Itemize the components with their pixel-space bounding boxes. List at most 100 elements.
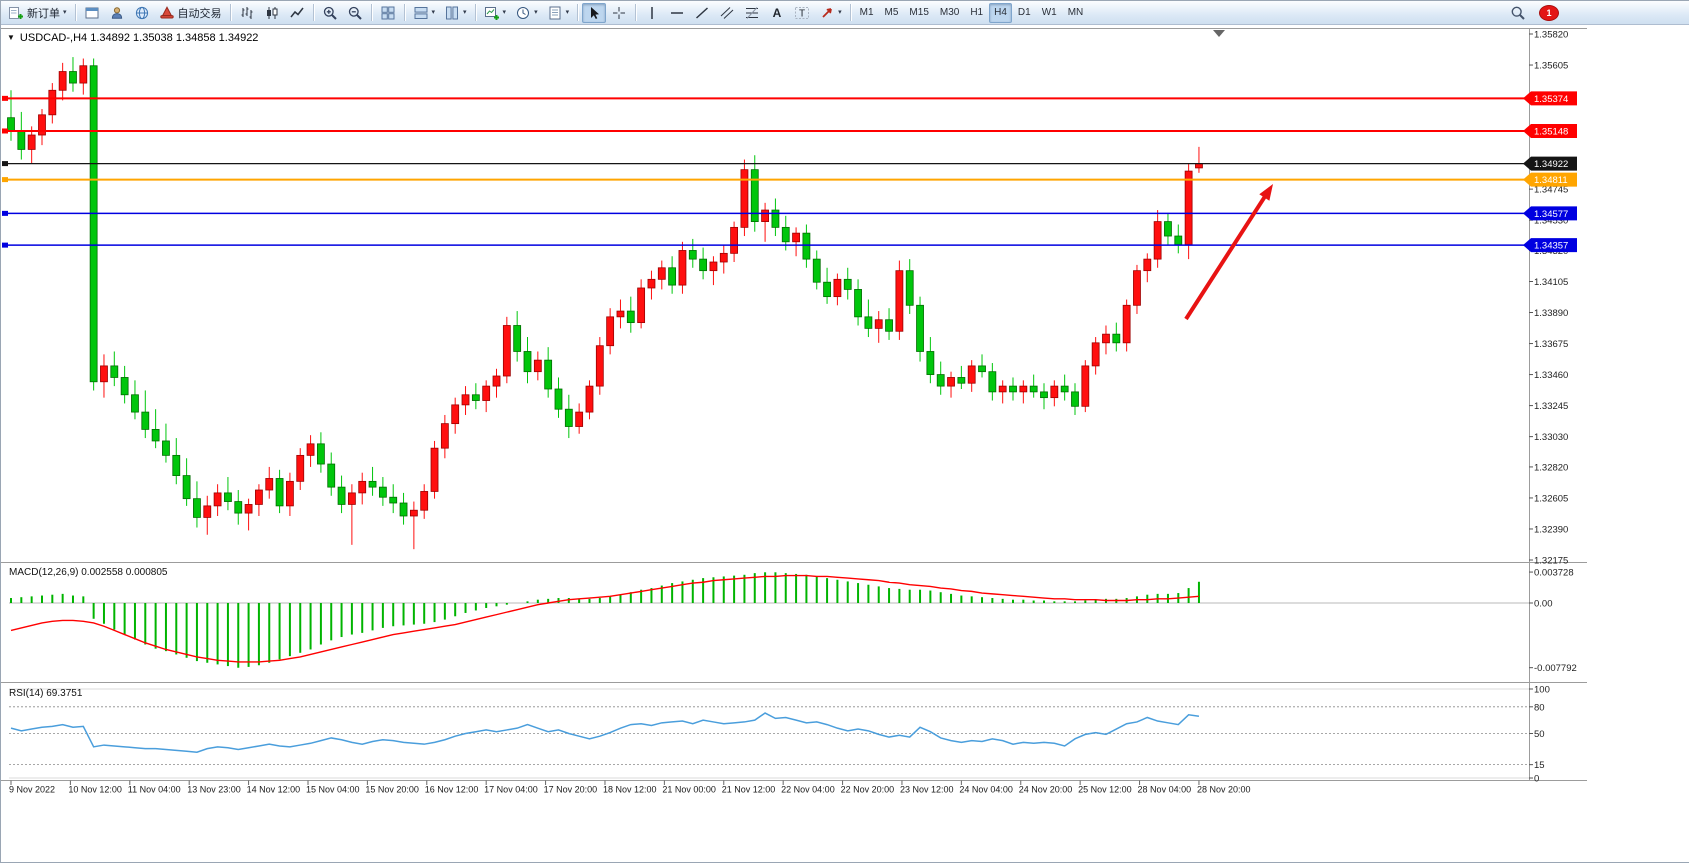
timeframe-h1-button[interactable]: H1 [965, 3, 988, 23]
svg-text:21 Nov 12:00: 21 Nov 12:00 [722, 785, 776, 795]
svg-text:1.33890: 1.33890 [1534, 308, 1568, 319]
svg-text:1.34357: 1.34357 [1534, 241, 1568, 252]
svg-text:17 Nov 20:00: 17 Nov 20:00 [544, 785, 598, 795]
toolbar-separator [370, 4, 372, 21]
timeframe-mn-button[interactable]: MN [1063, 3, 1089, 23]
svg-text:1.32390: 1.32390 [1534, 524, 1568, 535]
toolbar-group: A T ▾ [640, 3, 846, 23]
search-button[interactable] [1506, 3, 1530, 23]
svg-text:0.00: 0.00 [1534, 599, 1553, 610]
timeframe-m1-button[interactable]: M1 [855, 3, 879, 23]
search-icon [1510, 5, 1526, 21]
timeframe-w1-button-label: W1 [1041, 7, 1057, 18]
community-button[interactable] [130, 3, 154, 23]
fibonacci-icon [744, 5, 760, 21]
svg-text:21 Nov 00:00: 21 Nov 00:00 [662, 785, 716, 795]
channel-button[interactable] [715, 3, 739, 23]
cascade-windows-button[interactable]: ▾ [440, 3, 471, 23]
cursor-button[interactable] [582, 2, 607, 23]
panel-borders [1, 28, 1587, 781]
trendline-button[interactable] [690, 3, 714, 23]
svg-text:1.35820: 1.35820 [1534, 30, 1568, 41]
arrange-h-icon [413, 5, 429, 21]
new-order-button[interactable]: 新订单 ▾ [4, 3, 71, 23]
toolbar-separator [312, 4, 314, 21]
new-chart-button[interactable]: ▾ [480, 3, 511, 23]
crosshair-button[interactable] [607, 3, 631, 23]
vertical-line-button[interactable] [640, 3, 664, 23]
timeframe-m1-button-label: M1 [859, 7, 874, 18]
autotrading-button[interactable]: 自动交易 [155, 3, 226, 23]
svg-text:1.34811: 1.34811 [1534, 175, 1568, 186]
toolbar-group [376, 3, 400, 23]
svg-text:1.32175: 1.32175 [1534, 556, 1568, 567]
macd-indicator-label: MACD(12,26,9) 0.002558 0.000805 [9, 567, 168, 578]
hlines-layer [2, 95, 1529, 248]
candlestick-chart-button[interactable] [260, 3, 284, 23]
timeframe-m30-button-label: M30 [939, 7, 960, 18]
channel-icon [719, 5, 735, 21]
zoom-in-icon [322, 5, 338, 21]
arrows-button[interactable]: ▾ [815, 3, 846, 23]
caret-down-icon: ▾ [63, 9, 67, 16]
toolbar-group: 新订单 ▾ [4, 3, 71, 23]
price-tag-1.34811: 1.34811 [1523, 172, 1577, 187]
toolbar-group [235, 3, 309, 23]
template-icon [547, 5, 563, 21]
trend-arrow-annotation [1184, 184, 1273, 321]
toolbar-groups: 新订单 ▾ 自动交易 ▾ ▾ ▾ ▾ ▾ A T ▾ M1 M5 M15 M30 H1 H4 D1 W1 MN [4, 1, 1088, 24]
timeframe-m30-button[interactable]: M30 [935, 3, 964, 23]
svg-text:80: 80 [1534, 702, 1545, 713]
chart-shift-marker [1213, 30, 1225, 37]
svg-text:1.34105: 1.34105 [1534, 277, 1568, 288]
symbol-ohlc-row: ▼ USDCAD-,H4 1.34892 1.35038 1.34858 1.3… [7, 32, 258, 44]
toolbar-separator [635, 4, 637, 21]
line-chart-icon [289, 5, 305, 21]
fibonacci-button[interactable] [740, 3, 764, 23]
new-chart-icon [484, 5, 500, 21]
profile-button[interactable] [105, 3, 129, 23]
svg-text:22 Nov 04:00: 22 Nov 04:00 [781, 785, 835, 795]
timeframe-h4-button[interactable]: H4 [989, 2, 1012, 23]
svg-text:22 Nov 20:00: 22 Nov 20:00 [841, 785, 895, 795]
timeframe-m15-button-label: M15 [909, 7, 929, 18]
templates-button[interactable]: ▾ [543, 3, 574, 23]
toolbar-group: ▾ ▾ ▾ [480, 3, 574, 23]
timeframe-m15-button[interactable]: M15 [904, 3, 933, 23]
bar-chart-button[interactable] [235, 3, 259, 23]
horizontal-line-button[interactable] [665, 3, 689, 23]
svg-text:18 Nov 12:00: 18 Nov 12:00 [603, 785, 657, 795]
tile-windows-button[interactable] [376, 3, 400, 23]
timeframe-m5-button[interactable]: M5 [880, 3, 904, 23]
svg-text:0: 0 [1534, 774, 1539, 785]
cursor-icon [586, 5, 602, 21]
svg-text:A: A [773, 6, 782, 20]
timeframe-d1-button[interactable]: D1 [1013, 3, 1036, 23]
toolbar-group: 自动交易 [80, 3, 226, 23]
timeframe-w1-button[interactable]: W1 [1037, 3, 1062, 23]
price-tag-1.35148: 1.35148 [1523, 123, 1577, 138]
label-button[interactable]: T [790, 3, 814, 23]
arrange-windows-button[interactable]: ▾ [409, 3, 440, 23]
person-icon [109, 5, 125, 21]
periodicity-button[interactable]: ▾ [511, 3, 542, 23]
price-tag-1.34922: 1.34922 [1523, 156, 1577, 171]
notification-badge[interactable]: 1 [1539, 4, 1559, 21]
zoom-in-button[interactable] [318, 3, 342, 23]
caret-down-icon: ▾ [463, 9, 467, 16]
line-chart-button[interactable] [285, 3, 309, 23]
svg-text:1.33675: 1.33675 [1534, 339, 1568, 350]
caret-down-icon: ▾ [565, 9, 570, 16]
caret-down-icon: ▾ [534, 9, 538, 16]
caret-down-icon: ▾ [502, 9, 507, 16]
text-button[interactable]: A [765, 3, 789, 23]
zoom-out-button[interactable] [343, 3, 367, 23]
one-click-trading-toggle[interactable]: ▼ [7, 33, 15, 42]
charts-window-button[interactable] [80, 3, 104, 23]
toolbar-group [582, 2, 631, 23]
trendline-icon [694, 5, 710, 21]
svg-text:1.34530: 1.34530 [1534, 216, 1568, 227]
svg-text:15 Nov 04:00: 15 Nov 04:00 [306, 785, 360, 795]
